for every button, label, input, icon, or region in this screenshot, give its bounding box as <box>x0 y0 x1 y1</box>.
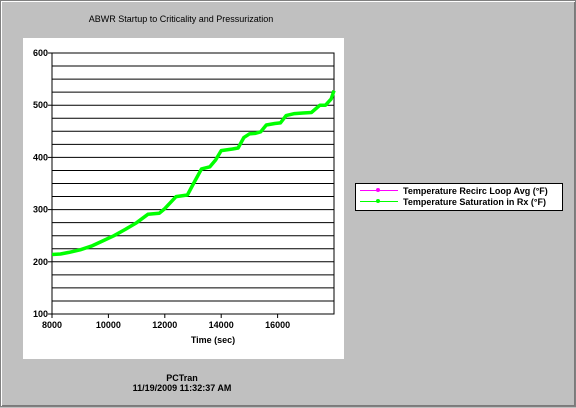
y-tick-label: 300 <box>33 205 48 215</box>
chart-footer: PCTran 11/19/2009 11:32:37 AM <box>1 373 363 393</box>
legend-marker-saturation <box>376 199 380 203</box>
legend-item-saturation: Temperature Saturation in Rx (°F) <box>356 196 562 208</box>
chart-title: ABWR Startup to Criticality and Pressuri… <box>88 14 274 24</box>
footer-timestamp: 11/19/2009 11:32:37 AM <box>132 383 232 393</box>
y-tick-label: 500 <box>33 100 48 110</box>
x-tick-label: 10000 <box>96 320 121 330</box>
legend-label-saturation: Temperature Saturation in Rx (°F) <box>403 197 546 207</box>
legend-item-recirc-loop: Temperature Recirc Loop Avg (°F) <box>356 185 562 197</box>
series-line-1 <box>51 90 336 257</box>
x-tick-label: 16000 <box>265 320 290 330</box>
footer-program-name: PCTran <box>166 373 198 383</box>
legend-label-recirc-loop: Temperature Recirc Loop Avg (°F) <box>403 186 548 196</box>
y-tick-label: 100 <box>33 309 48 319</box>
y-tick-label: 200 <box>33 257 48 267</box>
chart-legend: Temperature Recirc Loop Avg (°F) Tempera… <box>355 183 563 211</box>
plot-frame <box>51 52 335 315</box>
y-tick-label: 600 <box>33 48 48 58</box>
x-tick-label: 8000 <box>42 320 62 330</box>
plot-panel <box>23 38 344 359</box>
x-axis-label: Time (sec) <box>191 335 235 345</box>
y-tick-label: 400 <box>33 152 48 162</box>
legend-marker-recirc-loop <box>376 188 380 192</box>
x-tick-label: 12000 <box>152 320 177 330</box>
x-tick-label: 14000 <box>209 320 234 330</box>
